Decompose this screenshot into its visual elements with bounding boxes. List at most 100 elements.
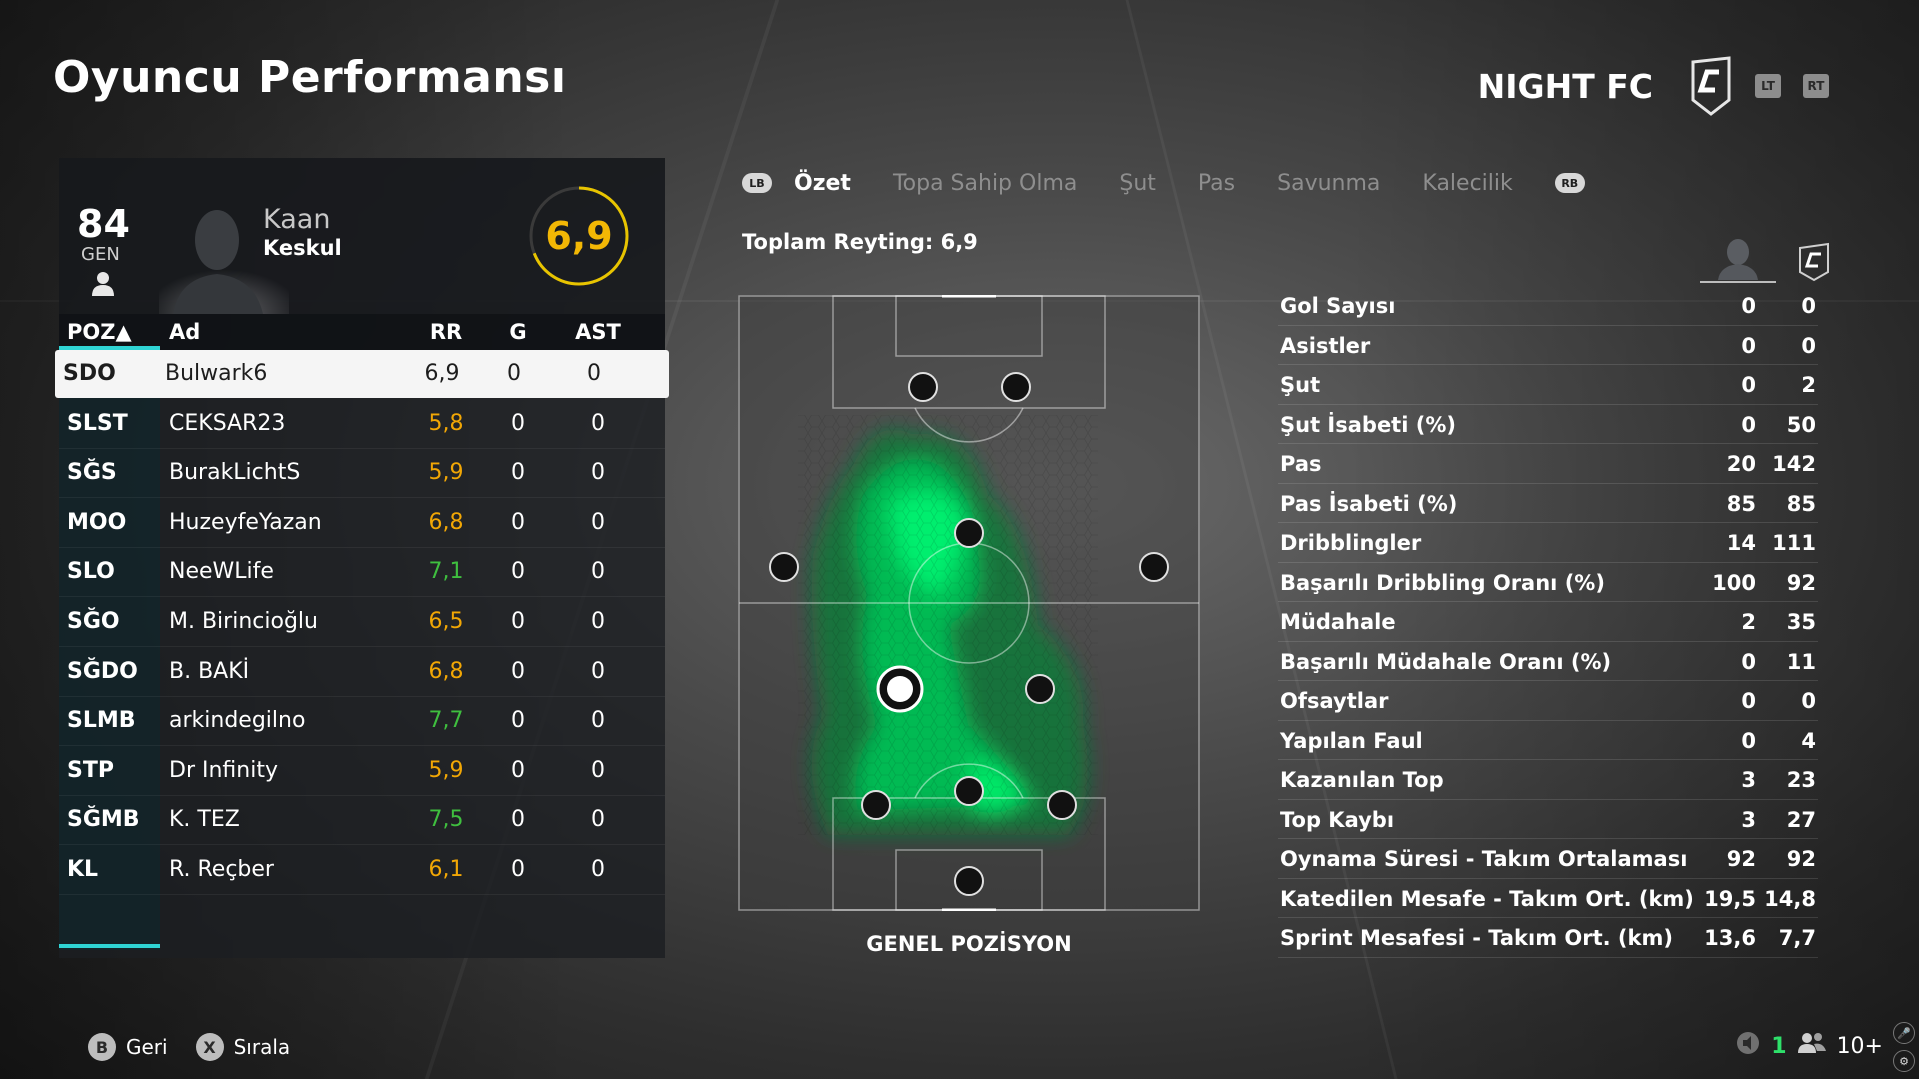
header-ast[interactable]: AST bbox=[575, 320, 621, 344]
cell-ast: 0 bbox=[591, 857, 605, 882]
player-marker bbox=[954, 518, 984, 548]
cell-ast: 0 bbox=[591, 658, 605, 684]
stat-team: 0 bbox=[1801, 333, 1816, 358]
header-g[interactable]: G bbox=[509, 320, 527, 344]
stat-team: 92 bbox=[1786, 847, 1816, 871]
header-ad[interactable]: Ad bbox=[169, 320, 201, 344]
cell-ast: 0 bbox=[591, 559, 605, 585]
table-row[interactable]: SĞMB K. TEZ 7,5 0 0 bbox=[59, 796, 665, 846]
cell-poz: SĞMB bbox=[67, 807, 140, 833]
back-button[interactable]: Geri bbox=[126, 1035, 168, 1059]
cell-g: 0 bbox=[511, 559, 525, 585]
cell-ad: HuzeyfeYazan bbox=[169, 509, 322, 535]
stat-row: Pas İsabeti (%) 85 85 bbox=[1278, 484, 1818, 523]
stat-player: 3 bbox=[1741, 768, 1756, 792]
players-icon bbox=[1797, 1031, 1827, 1061]
table-row[interactable]: SĞO M. Birincioğlu 6,5 0 0 bbox=[59, 598, 665, 647]
table-row[interactable]: SĞS BurakLichtS 5,9 0 0 bbox=[59, 449, 665, 499]
stat-team: 14,8 bbox=[1764, 886, 1816, 911]
cell-rr: 6,8 bbox=[428, 658, 464, 684]
table-row[interactable]: SDO Bulwark6 6,9 0 0 bbox=[55, 350, 669, 398]
table-row[interactable]: KL R. Reçber 6,1 0 0 bbox=[59, 846, 665, 895]
lb-button[interactable]: LB bbox=[742, 173, 772, 193]
stat-row: Sprint Mesafesi - Takım Ort. (km) 13,6 7,7 bbox=[1278, 918, 1818, 958]
rt-button[interactable]: RT bbox=[1803, 74, 1829, 98]
stat-team: 50 bbox=[1786, 412, 1816, 437]
player-rating: 6,9 bbox=[545, 214, 613, 258]
header-poz[interactable]: POZ▲ bbox=[67, 320, 132, 344]
stat-label: Oynama Süresi - Takım Ortalaması bbox=[1280, 847, 1688, 871]
stat-team: 142 bbox=[1772, 452, 1816, 476]
mute-icon[interactable] bbox=[1735, 1030, 1761, 1062]
table-row[interactable]: STP Dr Infinity 5,9 0 0 bbox=[59, 747, 665, 796]
stat-team: 23 bbox=[1786, 768, 1816, 792]
stat-label: Başarılı Müdahale Oranı (%) bbox=[1280, 649, 1612, 674]
cell-ast: 0 bbox=[587, 361, 601, 386]
rating-ring bbox=[529, 186, 629, 286]
player-avatar bbox=[159, 200, 289, 314]
stat-row: Başarılı Dribbling Oranı (%) 100 92 bbox=[1278, 563, 1818, 602]
table-row[interactable]: SLST CEKSAR23 5,8 0 0 bbox=[59, 400, 665, 449]
stat-player: 0 bbox=[1741, 412, 1756, 437]
player-list-panel: 84 GEN Kaan Keskul 6,9 POZ▲ Ad RR G AST … bbox=[55, 158, 669, 958]
stat-team: 0 bbox=[1801, 294, 1816, 318]
tab-topa-sahip-olma[interactable]: Topa Sahip Olma bbox=[892, 170, 1078, 196]
cell-ad: BurakLichtS bbox=[169, 460, 301, 486]
cell-g: 0 bbox=[511, 757, 525, 783]
stat-player: 19,5 bbox=[1704, 886, 1756, 911]
stat-player: 0 bbox=[1741, 333, 1756, 358]
stat-label: Kazanılan Top bbox=[1280, 768, 1444, 792]
cell-ast: 0 bbox=[591, 509, 605, 535]
cell-poz: SLO bbox=[67, 559, 115, 585]
stat-row: Gol Sayısı 0 0 bbox=[1278, 286, 1818, 326]
table-row[interactable]: SĞDO B. BAKİ 6,8 0 0 bbox=[59, 648, 665, 697]
rb-button[interactable]: RB bbox=[1554, 173, 1585, 193]
cell-poz: MOO bbox=[67, 509, 127, 535]
stat-label: Müdahale bbox=[1280, 610, 1396, 634]
player-marker bbox=[861, 790, 891, 820]
settings-icon[interactable]: ⚙ bbox=[1893, 1050, 1915, 1072]
cell-rr: 5,8 bbox=[428, 410, 464, 436]
stat-player: 0 bbox=[1741, 373, 1756, 397]
tab-ozet[interactable]: Özet bbox=[794, 170, 851, 196]
microphone-icon[interactable]: 🎤 bbox=[1893, 1022, 1915, 1044]
cell-ad: K. TEZ bbox=[169, 807, 240, 833]
cell-ast: 0 bbox=[591, 609, 605, 634]
cell-poz: SLMB bbox=[67, 708, 136, 734]
table-row[interactable]: SLO NeeWLife 7,1 0 0 bbox=[59, 548, 665, 598]
stat-label: Şut bbox=[1280, 373, 1321, 397]
stat-label: Ofsaytlar bbox=[1280, 689, 1389, 713]
player-card: 84 GEN Kaan Keskul 6,9 bbox=[59, 158, 665, 314]
player-marker bbox=[954, 776, 984, 806]
stat-player: 92 bbox=[1726, 847, 1756, 871]
tab-savunma[interactable]: Savunma bbox=[1277, 170, 1381, 196]
header-rr[interactable]: RR bbox=[429, 320, 463, 344]
sort-button[interactable]: Sırala bbox=[233, 1035, 291, 1059]
table-row[interactable]: MOO HuzeyfeYazan 6,8 0 0 bbox=[59, 499, 665, 548]
player-marker bbox=[1139, 552, 1169, 582]
gen-value: 84 bbox=[77, 202, 130, 246]
stat-row: Şut İsabeti (%) 0 50 bbox=[1278, 405, 1818, 444]
stats-column-icons bbox=[1718, 239, 1829, 282]
stat-row: Katedilen Mesafe - Takım Ort. (km) 19,5 14… bbox=[1278, 879, 1818, 918]
stat-row: Top Kaybı 3 27 bbox=[1278, 800, 1818, 839]
tab-kalecilik[interactable]: Kalecilik bbox=[1422, 170, 1513, 196]
cell-poz: SĞDO bbox=[67, 658, 138, 684]
stat-player: 13,6 bbox=[1704, 926, 1756, 950]
stat-player: 85 bbox=[1726, 491, 1756, 516]
cell-g: 0 bbox=[511, 658, 525, 684]
b-button-icon[interactable]: B bbox=[88, 1033, 116, 1061]
stat-team: 85 bbox=[1786, 491, 1816, 516]
tab-sut[interactable]: Şut bbox=[1119, 170, 1156, 196]
cell-rr: 7,7 bbox=[428, 708, 464, 734]
stat-team: 111 bbox=[1772, 531, 1816, 555]
tab-pas[interactable]: Pas bbox=[1197, 170, 1236, 196]
cell-g: 0 bbox=[511, 410, 525, 436]
cell-g: 0 bbox=[511, 609, 525, 634]
stat-player: 0 bbox=[1741, 649, 1756, 674]
x-button-icon[interactable]: X bbox=[195, 1033, 224, 1061]
lt-button[interactable]: LT bbox=[1755, 74, 1781, 98]
club-name: NIGHT FC bbox=[1477, 66, 1653, 106]
cell-ad: arkindegilno bbox=[169, 708, 306, 734]
table-row[interactable]: SLMB arkindegilno 7,7 0 0 bbox=[59, 697, 665, 747]
